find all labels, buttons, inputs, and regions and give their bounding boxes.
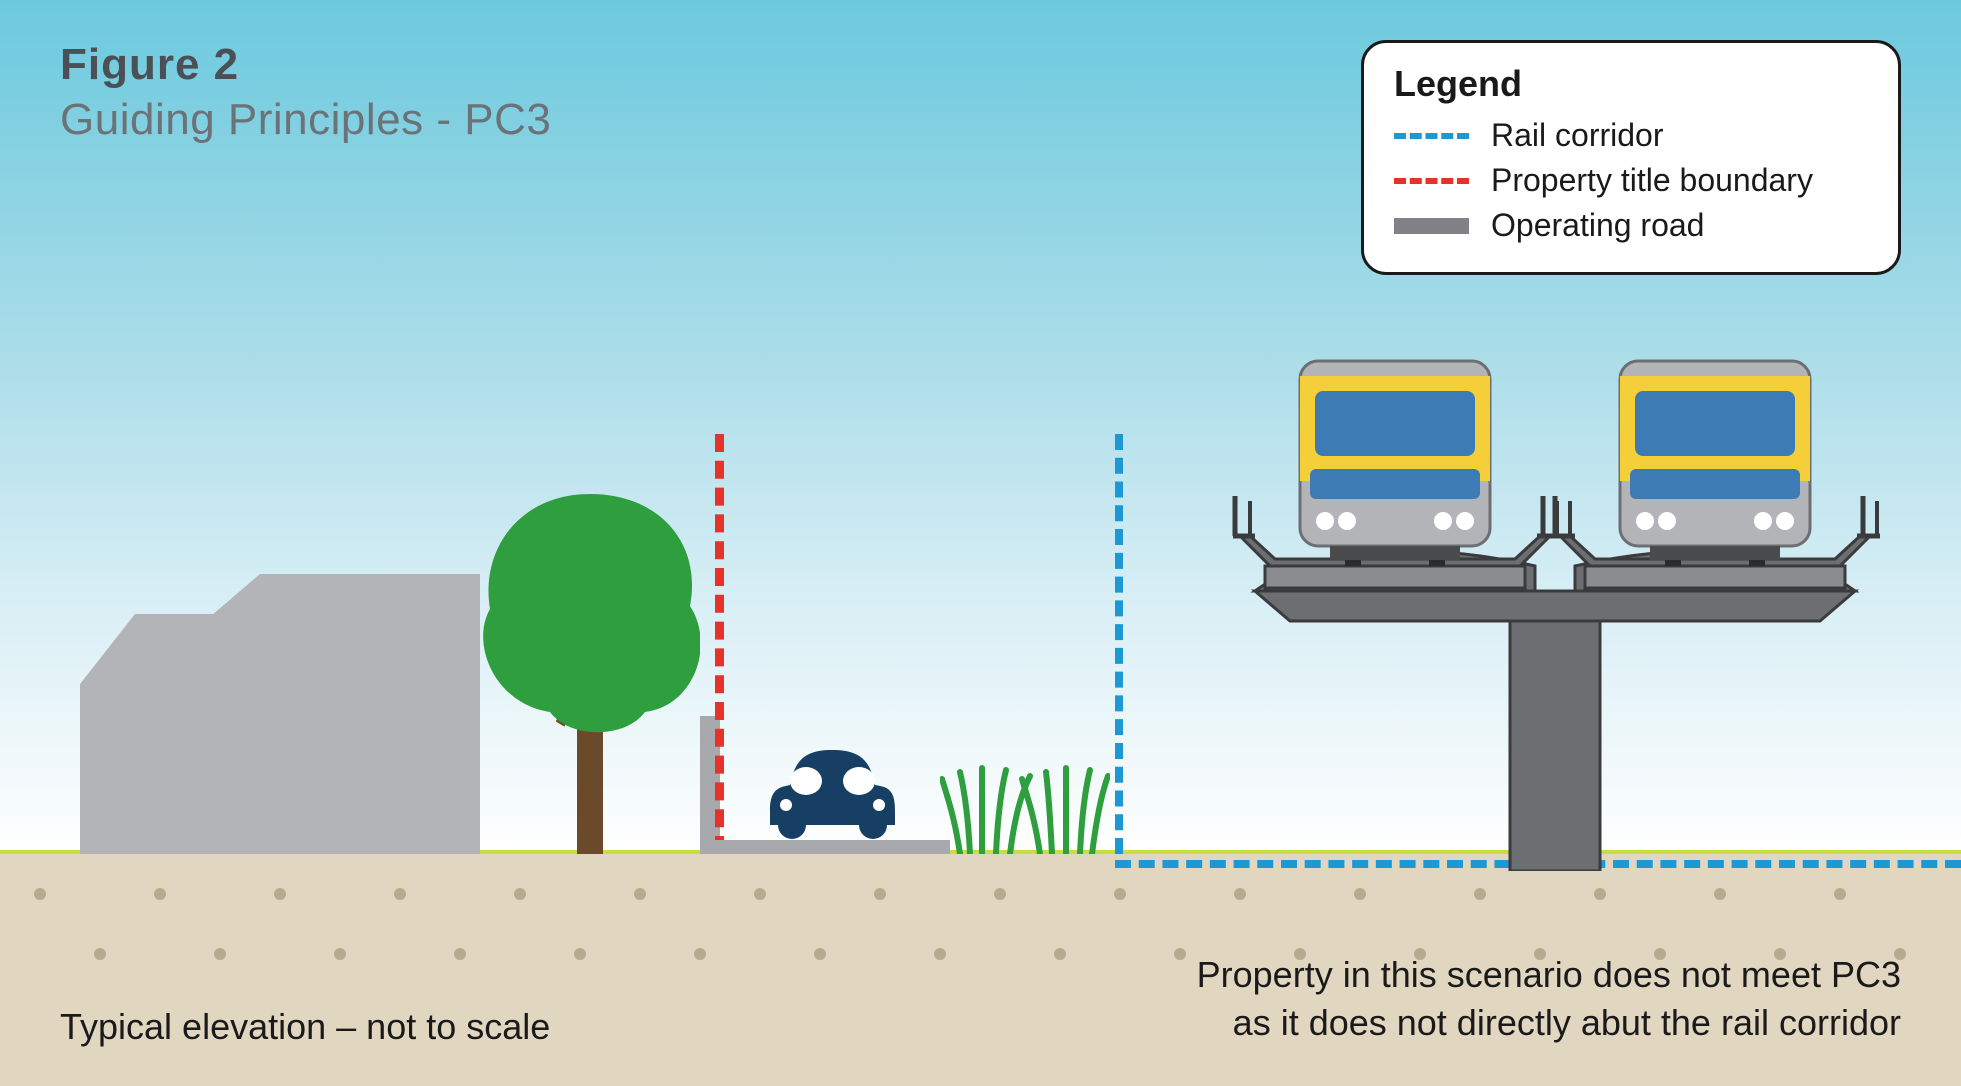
legend-box: Legend Rail corridor Property title boun… (1361, 40, 1901, 275)
train-right-icon (1620, 361, 1810, 566)
caption-left: Typical elevation – not to scale (60, 1006, 550, 1048)
legend-heading: Legend (1394, 63, 1868, 105)
figure-title: Figure 2 Guiding Principles - PC3 (60, 40, 551, 145)
car-icon (760, 745, 905, 840)
rail-corridor-vertical (1115, 434, 1123, 854)
title-main: Figure 2 (60, 40, 551, 90)
legend-label: Rail corridor (1491, 117, 1663, 154)
legend-item-road: Operating road (1394, 207, 1868, 244)
legend-label: Property title boundary (1491, 162, 1813, 199)
title-subtitle: Guiding Principles - PC3 (60, 95, 551, 145)
house-icon (80, 574, 480, 854)
legend-item-property: Property title boundary (1394, 162, 1868, 199)
legend-item-rail: Rail corridor (1394, 117, 1868, 154)
tree-icon (480, 494, 700, 854)
property-boundary-line (715, 434, 724, 854)
rail-corridor-swatch (1394, 133, 1469, 139)
elevated-rail-viaduct (1195, 321, 1915, 871)
caption-right: Property in this scenario does not meet … (1197, 951, 1901, 1048)
figure-container: Figure 2 Guiding Principles - PC3 Legend… (0, 0, 1961, 1086)
grass-icon (940, 764, 1110, 854)
caption-right-line2: as it does not directly abut the rail co… (1197, 999, 1901, 1048)
property-boundary-swatch (1394, 178, 1469, 184)
caption-right-line1: Property in this scenario does not meet … (1197, 951, 1901, 1000)
train-left-icon (1300, 361, 1490, 566)
legend-label: Operating road (1491, 207, 1704, 244)
road-surface (700, 840, 950, 854)
operating-road-swatch (1394, 218, 1469, 234)
